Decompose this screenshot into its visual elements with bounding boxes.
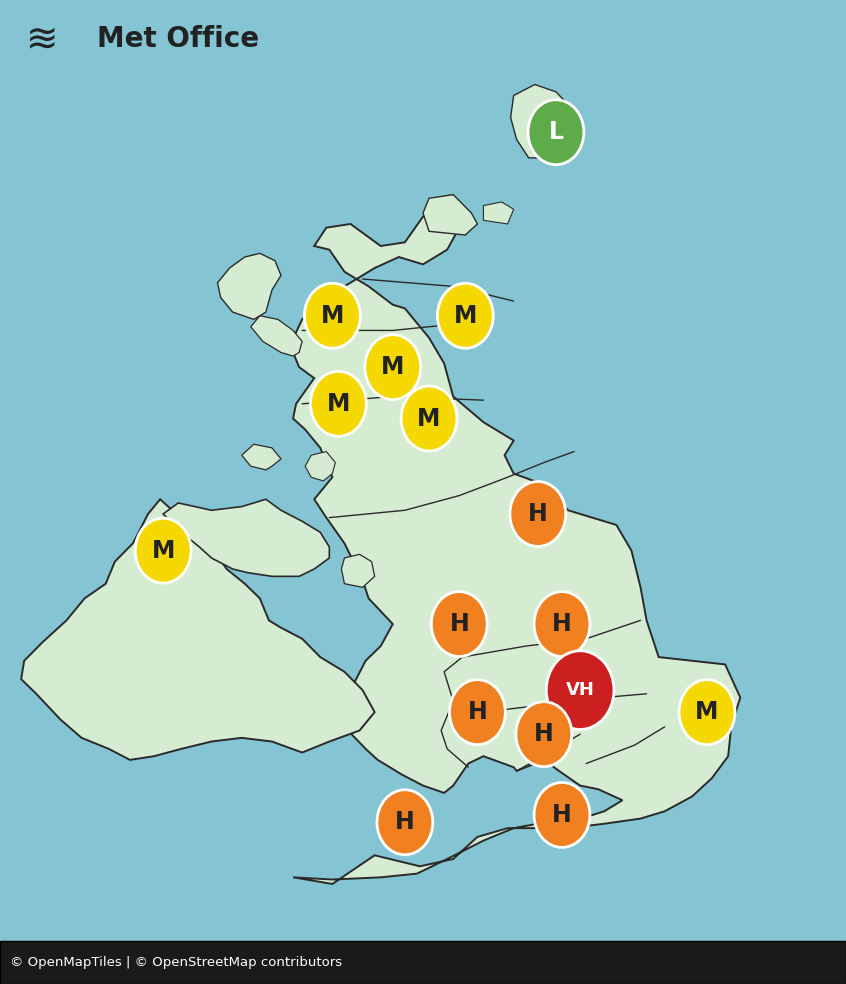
Circle shape — [437, 283, 493, 348]
Text: M: M — [321, 304, 344, 328]
Polygon shape — [250, 316, 302, 356]
Text: M: M — [453, 304, 477, 328]
FancyBboxPatch shape — [0, 941, 846, 984]
Text: L: L — [548, 120, 563, 145]
Circle shape — [510, 481, 566, 546]
Circle shape — [401, 386, 457, 451]
Circle shape — [431, 591, 487, 656]
Polygon shape — [217, 253, 281, 320]
Polygon shape — [423, 195, 477, 235]
Text: M: M — [417, 406, 441, 431]
Text: H: H — [528, 502, 547, 525]
Text: H: H — [534, 722, 554, 746]
Polygon shape — [290, 216, 740, 884]
Text: M: M — [151, 538, 175, 563]
Text: H: H — [395, 810, 415, 834]
Text: H: H — [552, 612, 572, 636]
Polygon shape — [242, 444, 281, 470]
Polygon shape — [342, 554, 375, 587]
Circle shape — [534, 591, 590, 656]
Circle shape — [534, 782, 590, 847]
Circle shape — [135, 519, 191, 584]
Text: H: H — [449, 612, 470, 636]
Circle shape — [679, 680, 735, 745]
Text: M: M — [327, 392, 350, 416]
Polygon shape — [305, 452, 335, 481]
Text: © OpenMapTiles | © OpenStreetMap contributors: © OpenMapTiles | © OpenStreetMap contrib… — [10, 955, 343, 969]
Polygon shape — [483, 202, 514, 224]
Text: M: M — [695, 701, 719, 724]
Circle shape — [305, 283, 360, 348]
Circle shape — [310, 371, 366, 436]
Circle shape — [547, 650, 614, 729]
Polygon shape — [163, 499, 329, 577]
Circle shape — [449, 680, 505, 745]
Circle shape — [377, 790, 433, 855]
Text: M: M — [381, 355, 404, 379]
Polygon shape — [21, 499, 375, 760]
Text: H: H — [552, 803, 572, 827]
Text: Met Office: Met Office — [97, 26, 260, 53]
Text: H: H — [468, 701, 487, 724]
Polygon shape — [511, 85, 583, 157]
Circle shape — [528, 99, 584, 164]
Circle shape — [365, 335, 420, 400]
Text: ≋: ≋ — [25, 21, 58, 58]
Text: VH: VH — [566, 681, 595, 699]
Circle shape — [516, 702, 572, 767]
